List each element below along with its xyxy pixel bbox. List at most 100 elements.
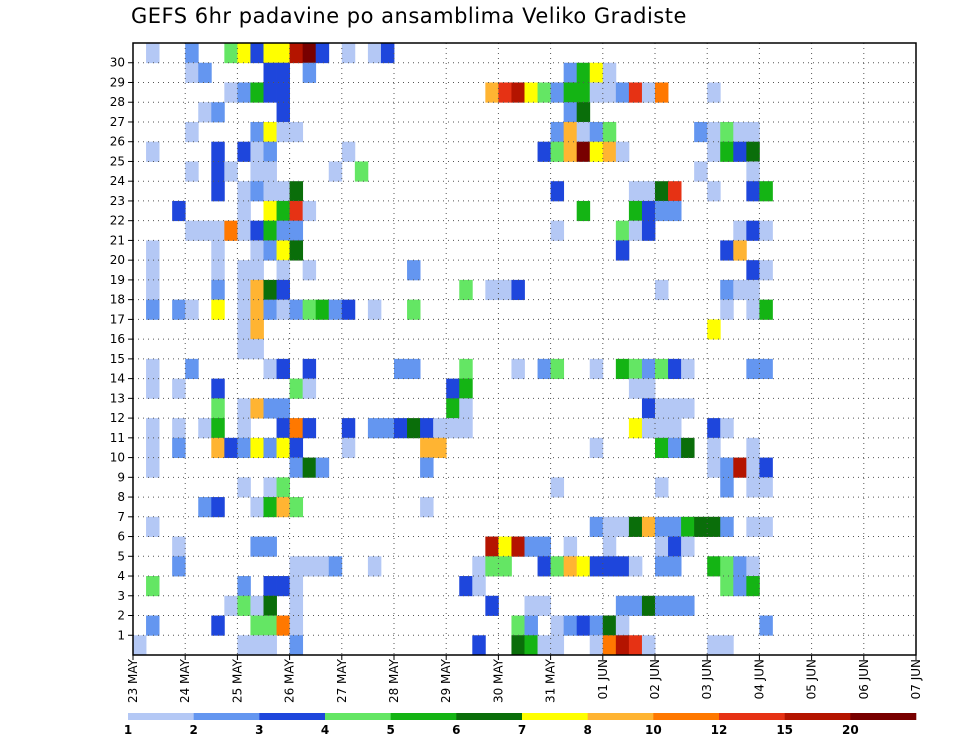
y-tick-label: 17 xyxy=(110,312,125,326)
y-tick-label: 20 xyxy=(110,253,125,267)
heatmap-cell xyxy=(172,418,186,439)
x-tick-label: 04 JUN xyxy=(752,659,766,699)
heatmap-cell xyxy=(537,635,551,656)
heatmap-cell xyxy=(459,358,473,380)
colorbar-swatch xyxy=(456,713,523,720)
heatmap-cell xyxy=(746,457,760,478)
heatmap-cell xyxy=(198,62,212,83)
heatmap-cell xyxy=(720,121,734,143)
heatmap-cell xyxy=(198,220,212,241)
heatmap-cell xyxy=(367,556,382,577)
heatmap-cell xyxy=(720,516,734,537)
heatmap-cell xyxy=(211,299,225,320)
heatmap-cell xyxy=(289,181,304,202)
heatmap-cell xyxy=(237,635,251,656)
heatmap-cell xyxy=(759,516,773,537)
x-tick-label: 05 JUN xyxy=(805,659,819,699)
heatmap-cell xyxy=(602,635,617,656)
heatmap-cell xyxy=(250,181,264,202)
heatmap-cell xyxy=(172,378,186,399)
heatmap-cell xyxy=(250,220,264,241)
heatmap-cell xyxy=(250,240,264,261)
y-tick-label: 13 xyxy=(110,391,125,405)
heatmap-cell xyxy=(185,121,199,143)
y-tick-label: 6 xyxy=(117,530,125,544)
heatmap-cell xyxy=(746,358,760,380)
heatmap-cell xyxy=(263,161,277,182)
heatmap-cell xyxy=(576,82,591,103)
heatmap-cell xyxy=(524,536,538,557)
heatmap-cell xyxy=(524,615,538,636)
heatmap-cell xyxy=(511,536,525,557)
heatmap-cell xyxy=(263,181,277,202)
heatmap-cell xyxy=(681,595,695,616)
heatmap-cell xyxy=(302,62,317,83)
heatmap-cell xyxy=(537,556,551,577)
heatmap-cell xyxy=(289,595,304,616)
heatmap-cell xyxy=(341,299,356,320)
heatmap-cell xyxy=(602,62,617,83)
heatmap-cell xyxy=(328,161,343,182)
heatmap-cell xyxy=(289,615,304,636)
heatmap-cell xyxy=(485,536,499,557)
heatmap-cell xyxy=(263,240,277,261)
heatmap-cell xyxy=(459,378,473,399)
heatmap-cell xyxy=(446,398,460,419)
x-axis: 23 MAY 24 MAY 25 MAY 26 MAY 27 MAY 28 MAY 29 M… xyxy=(126,655,923,703)
heatmap-cell xyxy=(720,635,734,656)
heatmap-cell xyxy=(276,299,290,320)
heatmap-cell xyxy=(237,220,251,241)
colorbar-label: 7 xyxy=(518,723,526,737)
heatmap-cell xyxy=(589,516,604,537)
y-tick-label: 2 xyxy=(117,609,125,623)
x-tick-label: 31 MAY xyxy=(544,658,558,703)
heatmap-cell xyxy=(224,595,238,616)
heatmap-cell xyxy=(707,82,721,103)
heatmap-cell xyxy=(263,220,277,241)
heatmap-cell xyxy=(524,635,538,656)
heatmap-cell xyxy=(407,418,421,439)
heatmap-cell xyxy=(746,279,760,301)
heatmap-cell xyxy=(655,437,669,458)
heatmap-cell xyxy=(237,279,251,301)
heatmap-cell xyxy=(185,358,199,380)
heatmap-cell xyxy=(185,299,199,320)
heatmap-cell xyxy=(263,279,277,301)
heatmap-cell xyxy=(720,418,734,439)
heatmap-cell xyxy=(263,576,277,597)
heatmap-cell xyxy=(328,299,343,320)
y-tick-label: 22 xyxy=(110,214,125,228)
heatmap-cell xyxy=(459,398,473,419)
heatmap-cell xyxy=(302,378,317,399)
heatmap-cell xyxy=(250,398,264,419)
heatmap-cell xyxy=(576,121,591,143)
heatmap-cell xyxy=(537,358,551,380)
heatmap-cell xyxy=(211,279,225,301)
heatmap-cell xyxy=(707,319,721,340)
heatmap-cell xyxy=(341,43,356,64)
colorbar-label: 10 xyxy=(645,723,662,737)
heatmap-cell xyxy=(211,615,225,636)
heatmap-cell xyxy=(759,615,773,636)
heatmap-cell xyxy=(250,161,264,182)
heatmap-cell xyxy=(550,615,565,636)
heatmap-cell xyxy=(472,576,486,597)
y-axis: 1234567891011121314151617181920212223242… xyxy=(110,56,133,642)
heatmap-cell xyxy=(263,82,277,103)
heatmap-cell xyxy=(628,595,643,616)
heatmap-cell xyxy=(250,121,264,143)
heatmap-cell xyxy=(380,418,395,439)
heatmap-cell xyxy=(211,418,225,439)
heatmap-cell xyxy=(655,82,669,103)
heatmap-cell xyxy=(759,358,773,380)
colorbar-swatch xyxy=(259,713,326,720)
heatmap-cell xyxy=(237,437,251,458)
heatmap-cell xyxy=(655,398,669,419)
heatmap-cell xyxy=(276,62,290,83)
x-tick-label: 07 JUN xyxy=(909,659,923,699)
heatmap-cell xyxy=(354,161,369,182)
heatmap-cell xyxy=(276,220,290,241)
heatmap-cell xyxy=(289,457,304,478)
heatmap-cell xyxy=(707,457,721,478)
heatmap-cell xyxy=(302,457,317,478)
